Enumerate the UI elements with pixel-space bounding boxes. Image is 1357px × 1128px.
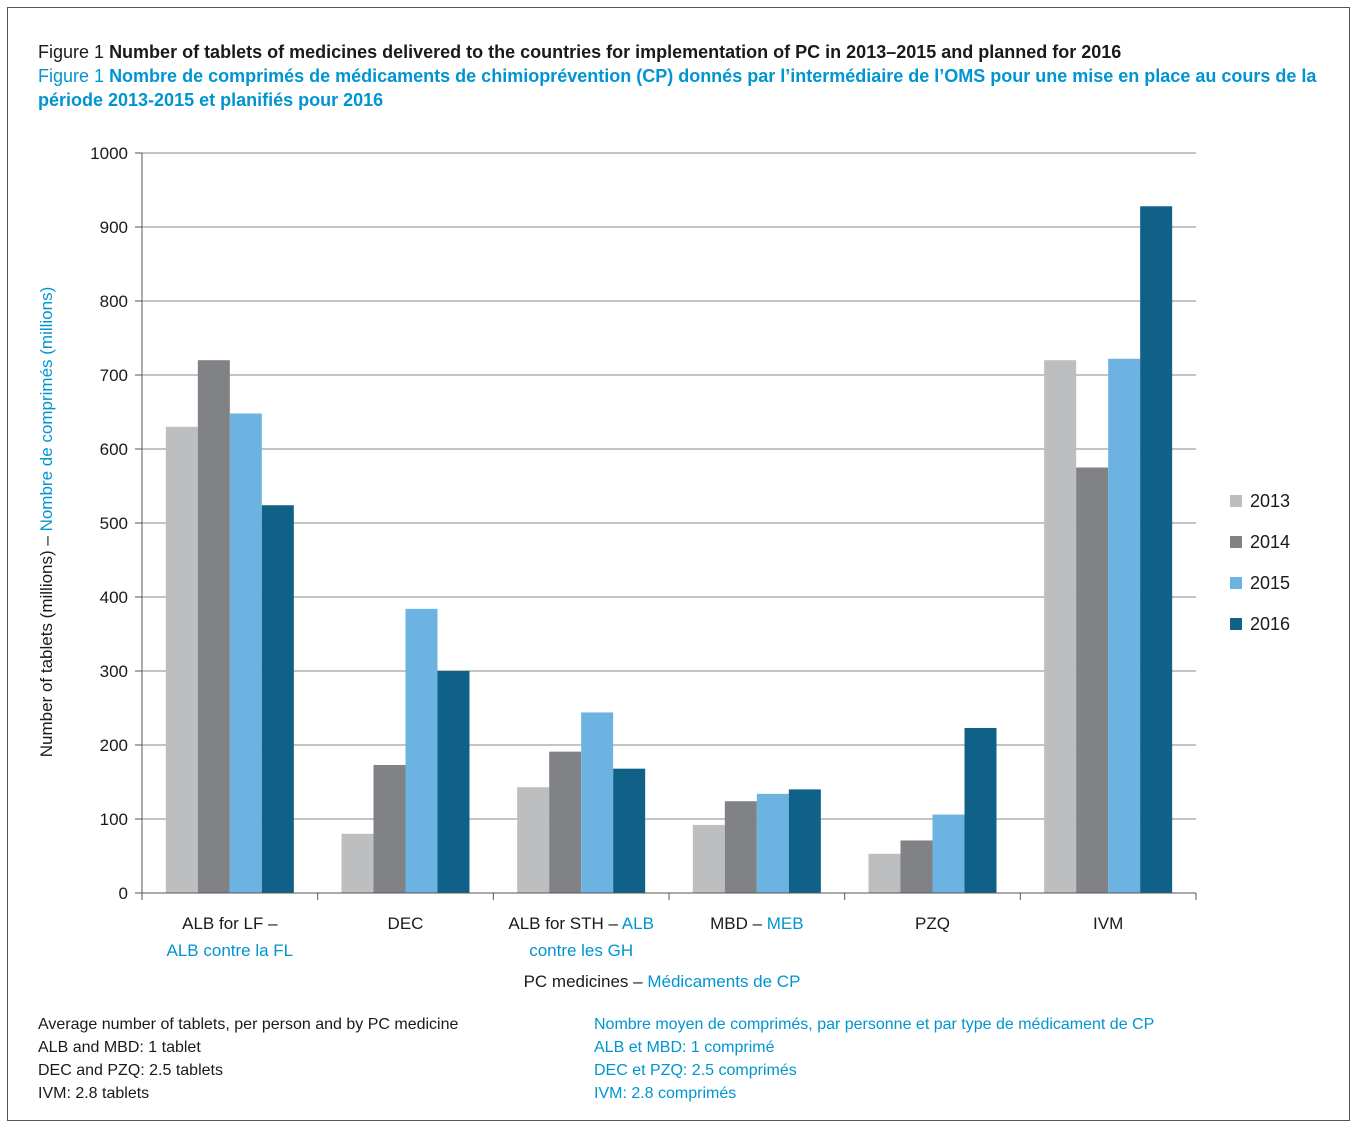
bar-2014-2 (549, 751, 582, 893)
bar-2015-5 (1108, 358, 1141, 894)
x-category-label-4: PZQ (915, 914, 950, 933)
note-fr-2: DEC et PZQ: 2.5 comprimés (594, 1062, 797, 1079)
y-tick-label-300: 300 (100, 662, 128, 681)
axes (141, 153, 1197, 900)
bar-2015-4 (932, 814, 965, 893)
note-fr-1: ALB et MBD: 1 comprimé (594, 1039, 775, 1056)
x-category-en-5: IVM (1093, 914, 1123, 933)
x-category-fr-0: ALB contre la FL (167, 941, 294, 960)
bar-2014-1 (373, 764, 406, 893)
x-axis-label: PC medicines – Médicaments de CP (524, 972, 801, 991)
x-category-label-5: IVM (1093, 914, 1123, 933)
note-en-1: ALB and MBD: 1 tablet (38, 1039, 201, 1056)
bar-2016-3 (788, 789, 821, 893)
title-en-prefix: Figure 1 (38, 42, 105, 62)
x-category-en-4: PZQ (915, 914, 950, 933)
bar-2016-4 (964, 727, 997, 893)
y-tick-label-500: 500 (100, 514, 128, 533)
bar-2014-5 (1076, 467, 1109, 893)
y-tick-label-400: 400 (100, 588, 128, 607)
y-tick-label-600: 600 (100, 440, 128, 459)
legend-label-2013: 2013 (1250, 491, 1290, 511)
x-category-en-1: DEC (388, 914, 424, 933)
legend-swatch-2016 (1230, 618, 1242, 630)
x-category-label-1: DEC (388, 914, 424, 933)
x-category-fr-inline-3: MEB (762, 914, 804, 933)
bar-2013-5 (1044, 360, 1077, 893)
y-tick-label-800: 800 (100, 292, 128, 311)
bar-chart: 0 100 200 300 400 500 600 700 800 900 1000 ALB for… (37, 144, 1290, 991)
grid-lines (135, 152, 1196, 894)
bar-2014-3 (724, 801, 757, 893)
bar-2015-0 (229, 413, 262, 893)
bar-2014-0 (197, 360, 230, 893)
bar-2015-2 (581, 712, 614, 893)
bar-2013-3 (692, 824, 725, 893)
bar-2016-2 (613, 768, 646, 893)
y-tick-label-200: 200 (100, 736, 128, 755)
title-fr-text: Nombre de comprimés de médicaments de ch… (38, 66, 1317, 110)
y-axis-label-en: Number of tablets (millions) – (37, 531, 56, 757)
bar-2016-1 (437, 671, 470, 893)
note-en-2: DEC and PZQ: 2.5 tablets (38, 1062, 223, 1079)
note-en-0: Average number of tablets, per person an… (38, 1016, 459, 1033)
title-en-text: Number of tablets of medicines delivered… (109, 42, 1122, 62)
y-axis-label: Number of tablets (millions) – Nombre de… (37, 287, 56, 757)
x-category-label-2: ALB for STH – ALB (508, 914, 654, 933)
x-category-en-0: ALB for LF – (182, 914, 278, 933)
bar-2013-0 (165, 426, 198, 893)
note-en-3: IVM: 2.8 tablets (38, 1085, 150, 1102)
x-category-fr-2: contre les GH (529, 941, 633, 960)
legend-label-2015: 2015 (1250, 573, 1290, 593)
figure-frame (7, 7, 1350, 1121)
x-category-labels: ALB for LF – ALB contre la FL DEC ALB for S… (167, 914, 1124, 960)
legend: 2013 2014 2015 2016 (1230, 491, 1290, 634)
bar-2016-0 (261, 505, 294, 893)
notes-french: Nombre moyen de comprimés, par personne … (594, 1013, 1154, 1105)
y-tick-label-900: 900 (100, 218, 128, 237)
y-tick-labels: 0 100 200 300 400 500 600 700 800 900 1000 (90, 144, 128, 903)
x-category-label-3: MBD – MEB (710, 914, 804, 933)
y-tick-label-1000: 1000 (90, 144, 128, 163)
bar-2014-4 (900, 840, 933, 893)
bar-2013-4 (868, 853, 901, 893)
legend-label-2014: 2014 (1250, 532, 1290, 552)
x-axis-label-fr: Médicaments de CP (647, 972, 800, 991)
title-fr-prefix: Figure 1 (38, 66, 105, 86)
title-french: Figure 1 Nombre de comprimés de médicame… (38, 64, 1328, 112)
bar-2016-5 (1140, 206, 1173, 893)
bar-2015-1 (405, 608, 438, 893)
x-category-en-2: ALB for STH – (508, 914, 618, 933)
x-category-label-0: ALB for LF – (182, 914, 278, 933)
bar-2013-2 (517, 787, 550, 893)
bar-2013-1 (341, 833, 374, 893)
x-category-fr-inline-2: ALB (618, 914, 654, 933)
title-english: Figure 1 Number of tablets of medicines … (38, 40, 1328, 64)
notes-english: Average number of tablets, per person an… (38, 1013, 458, 1105)
x-axis-label-en: PC medicines – (524, 972, 648, 991)
x-category-en-3: MBD – (710, 914, 763, 933)
note-fr-3: IVM: 2.8 comprimés (594, 1085, 737, 1102)
legend-swatch-2015 (1230, 577, 1242, 589)
bars (165, 206, 1173, 894)
figure-title: Figure 1 Number of tablets of medicines … (38, 40, 1328, 112)
y-axis-label-fr: Nombre de comprimés (millions) (37, 287, 56, 532)
note-fr-0: Nombre moyen de comprimés, par personne … (594, 1016, 1155, 1033)
y-tick-label-0: 0 (119, 884, 128, 903)
y-tick-label-700: 700 (100, 366, 128, 385)
legend-label-2016: 2016 (1250, 614, 1290, 634)
legend-swatch-2014 (1230, 536, 1242, 548)
bar-2015-3 (756, 793, 789, 893)
y-tick-label-100: 100 (100, 810, 128, 829)
legend-swatch-2013 (1230, 495, 1242, 507)
